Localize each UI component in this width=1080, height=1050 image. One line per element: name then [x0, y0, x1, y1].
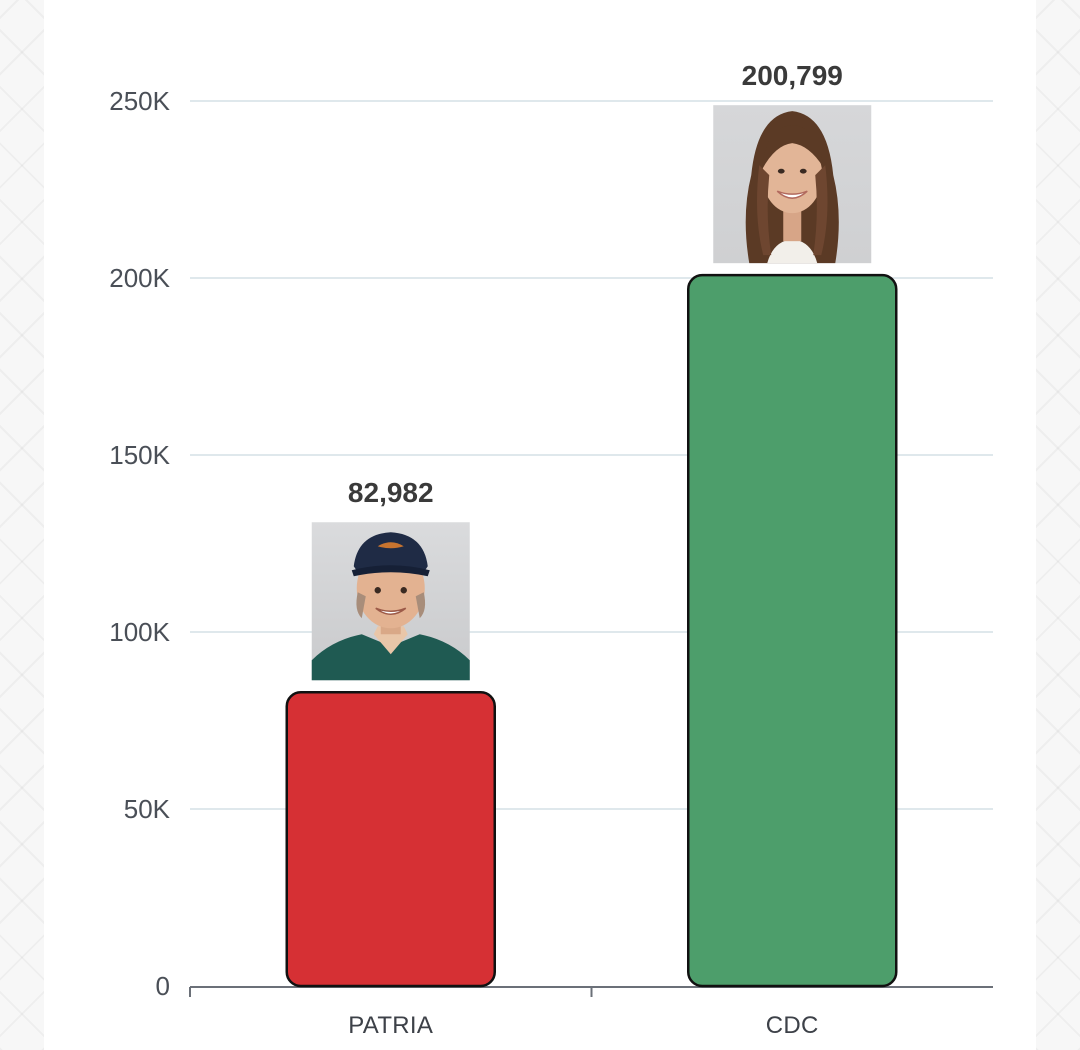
y-axis-ticks: 0 50K 100K 150K 200K 250K	[109, 86, 170, 1001]
right-background-pattern	[1036, 0, 1080, 1050]
value-labels: 82,982 200,799	[348, 60, 843, 508]
man-in-cap-photo-icon	[311, 522, 470, 681]
y-tick-label: 200K	[109, 263, 170, 293]
x-tick-label-patria: PATRIA	[348, 1012, 433, 1039]
x-tick-label-cdc: CDC	[766, 1012, 819, 1039]
bars	[285, 273, 898, 988]
left-background-pattern	[0, 0, 44, 1050]
y-tick-label: 0	[156, 971, 170, 1001]
bar-patria	[285, 690, 496, 988]
value-label-cdc: 200,799	[742, 60, 843, 91]
y-tick-label: 100K	[109, 617, 170, 647]
bar-cdc	[687, 273, 898, 988]
value-label-patria: 82,982	[348, 477, 434, 508]
y-tick-label: 150K	[109, 440, 170, 470]
woman-portrait-photo-icon	[713, 105, 872, 264]
x-axis	[189, 986, 993, 997]
y-tick-label: 250K	[109, 86, 170, 116]
x-axis-labels: PATRIA CDC	[348, 1012, 818, 1039]
y-tick-label: 50K	[124, 794, 171, 824]
photos	[311, 105, 872, 681]
